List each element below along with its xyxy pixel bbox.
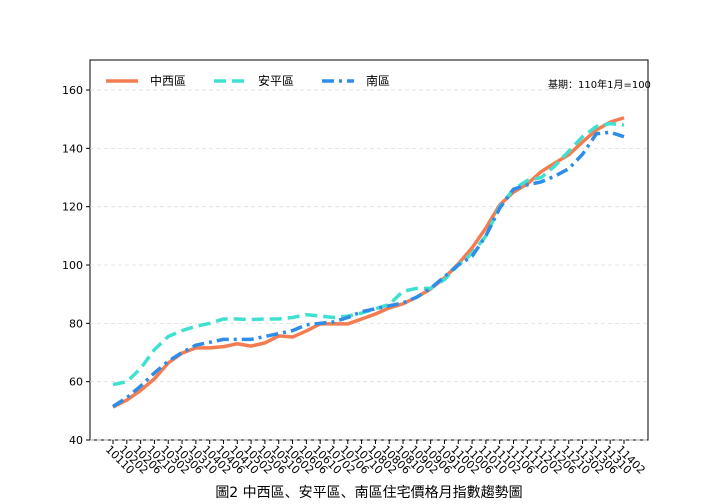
series-line	[112, 116, 625, 409]
legend-label: 安平區	[258, 73, 294, 88]
plot-frame	[89, 59, 649, 441]
y-tick-label: 60	[69, 376, 83, 389]
legend-label: 中西區	[150, 73, 186, 88]
y-tick-label: 40	[69, 434, 83, 447]
y-tick-label: 80	[69, 317, 83, 330]
series-line	[112, 121, 625, 387]
annotation: 基期：110年1月=100	[548, 78, 651, 91]
y-tick-label: 120	[62, 201, 83, 214]
legend-label: 南區	[366, 73, 390, 88]
chart-title: 圖2 中西區、安平區、南區住宅價格月指數趨勢圖	[215, 484, 522, 501]
y-tick-label: 160	[62, 84, 83, 97]
y-tick-label: 100	[62, 259, 83, 272]
series-line	[112, 130, 625, 408]
y-tick-label: 140	[62, 142, 83, 155]
